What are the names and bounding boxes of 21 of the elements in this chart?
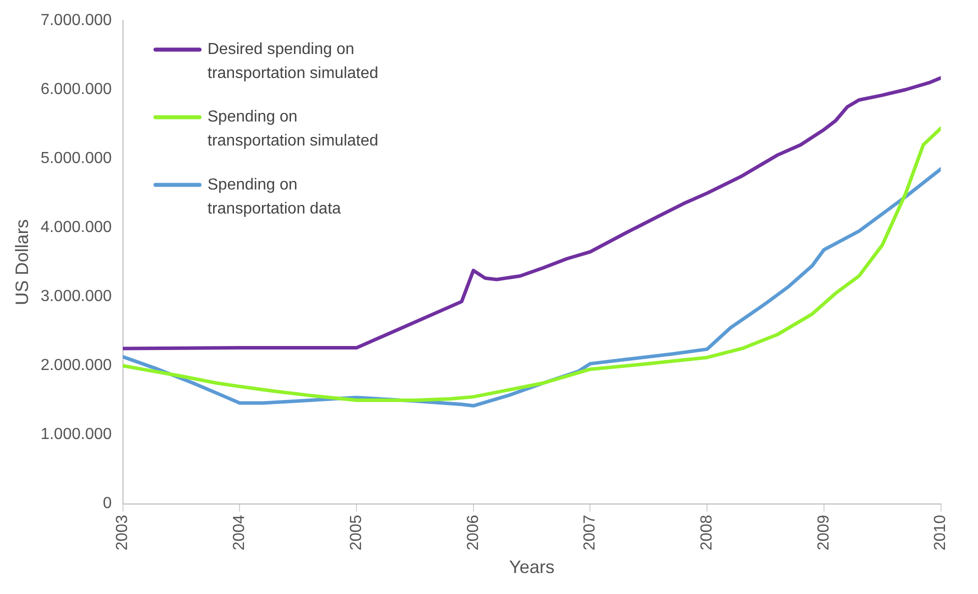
y-axis-title: US Dollars xyxy=(12,219,32,306)
y-tick-label: 2.000.000 xyxy=(40,357,112,374)
y-tick-label: 5.000.000 xyxy=(40,150,112,168)
x-tick-label: 2007 xyxy=(582,514,599,550)
legend-label: Spending on transportation data xyxy=(208,176,342,218)
y-tick-label: 4.000.000 xyxy=(40,219,112,236)
x-tick-label: 2008 xyxy=(698,514,716,550)
legend-label: Spending on transportation simulated xyxy=(208,108,378,150)
x-tick-label: 2004 xyxy=(231,514,248,550)
x-tick-label: 2005 xyxy=(348,514,365,550)
x-tick-label: 2009 xyxy=(815,514,832,550)
x-tick-label: 2010 xyxy=(932,514,950,550)
y-tick-label: 6.000.000 xyxy=(40,81,112,98)
y-tick-label: 7.000.000 xyxy=(40,12,112,30)
y-tick-label: 3.000.000 xyxy=(40,288,112,306)
x-axis-title: Years xyxy=(509,557,554,578)
y-tick-label: 1.000.000 xyxy=(40,426,112,444)
y-tick-label: 0 xyxy=(102,495,112,512)
x-tick-label: 2006 xyxy=(464,514,482,550)
x-tick-label: 2003 xyxy=(114,514,132,550)
legend-label: Desired spending on transportation simulated xyxy=(208,41,378,82)
